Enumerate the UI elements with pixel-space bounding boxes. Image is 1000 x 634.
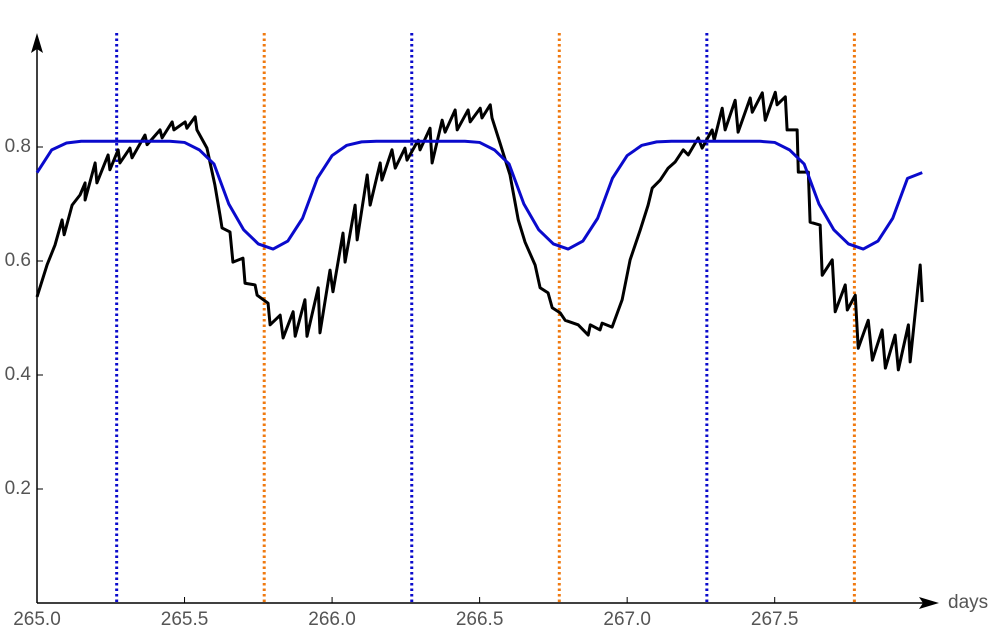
x-tick-label: 266.0 (308, 609, 356, 630)
data-line (35, 90, 924, 372)
x-tick-label: 265.5 (161, 609, 209, 630)
x-tick-label: 267.5 (751, 609, 799, 630)
y-axis-arrow (31, 33, 43, 53)
x-axis-arrow (919, 597, 939, 609)
y-tick-label: 0.2 (5, 478, 31, 499)
data-line (35, 139, 923, 251)
x-axis-label: days (948, 592, 988, 613)
x-tick-label: 266.5 (456, 609, 504, 630)
x-tick-label: 265.0 (13, 609, 61, 630)
x-tick-label: 267.0 (603, 609, 651, 630)
y-tick-label: 0.8 (5, 136, 31, 157)
y-tick-label: 0.4 (5, 364, 32, 385)
y-tick-label: 0.6 (5, 250, 31, 271)
